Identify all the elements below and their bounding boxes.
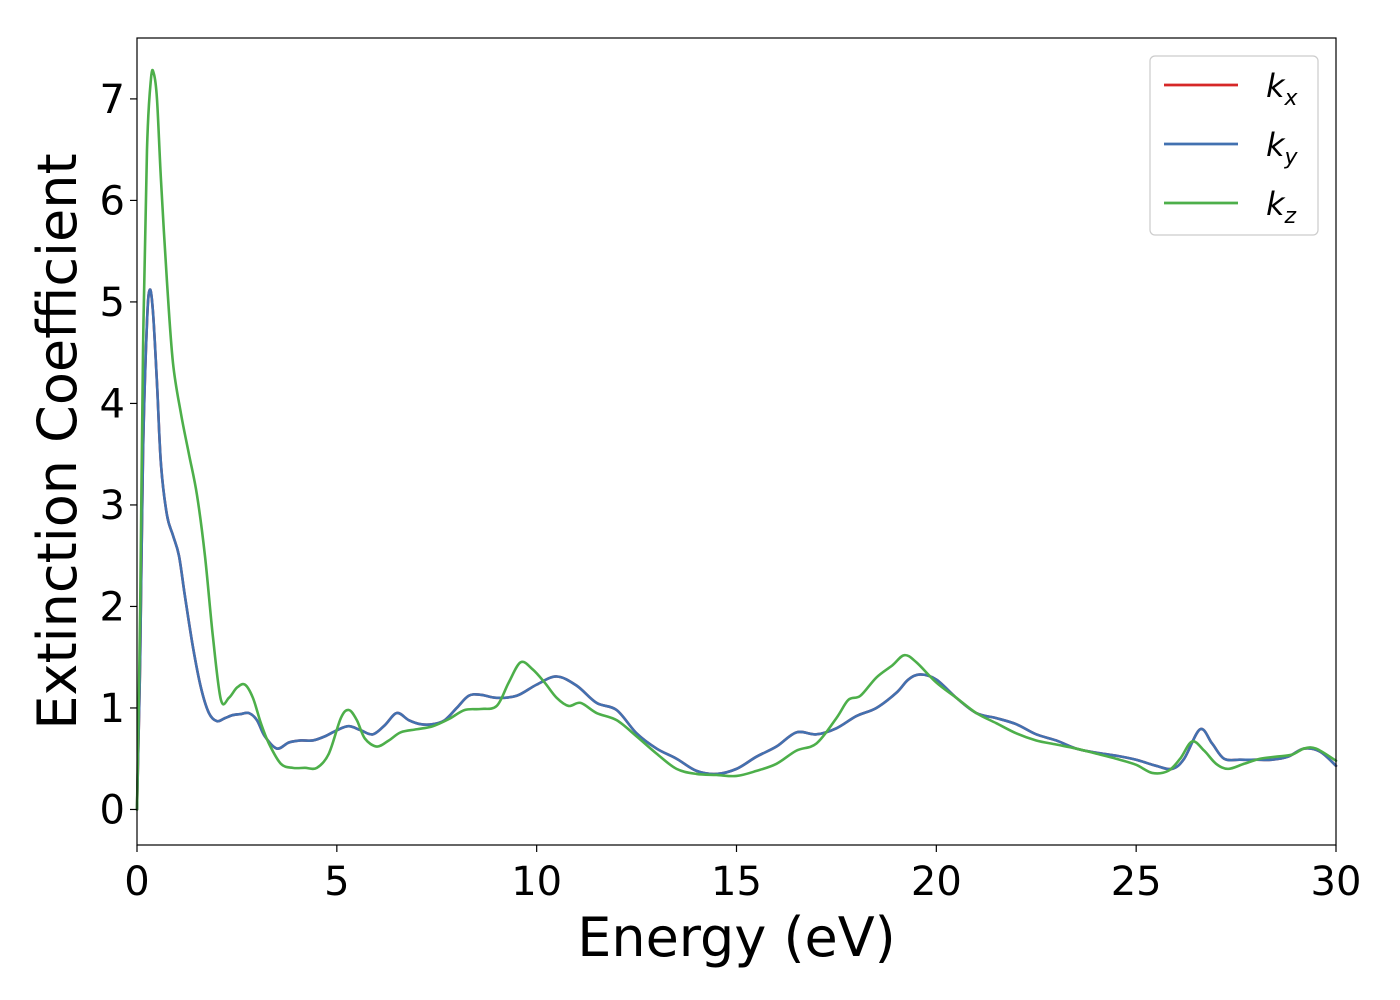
legend-label-base: k — [1266, 126, 1286, 164]
y-axis-title: Extinction Coefficient — [26, 153, 89, 729]
plot-background — [137, 38, 1336, 845]
x-tick-label: 5 — [324, 859, 349, 905]
series-layer — [135, 68, 1338, 811]
legend-label-x: kx — [1266, 67, 1299, 111]
y-axis-ticks: 0 1 2 3 4 5 6 7 — [100, 77, 137, 833]
y-tick-label: 5 — [100, 280, 125, 326]
legend-label-z: kz — [1266, 185, 1297, 229]
y-tick-label: 0 — [100, 787, 125, 833]
legend-label-subscript: y — [1284, 145, 1299, 170]
y-tick-label: 6 — [100, 178, 125, 224]
series-line-y — [135, 288, 1338, 811]
legend-label-subscript: x — [1284, 86, 1299, 111]
y-tick-label: 7 — [100, 77, 125, 123]
legend-label-y: ky — [1266, 126, 1299, 170]
x-tick-label: 30 — [1311, 859, 1362, 905]
y-tick-label: 2 — [100, 584, 125, 630]
x-tick-label: 20 — [911, 859, 962, 905]
series-line-z — [135, 68, 1338, 811]
x-tick-label: 10 — [511, 859, 562, 905]
x-axis-title: Energy (eV) — [577, 906, 896, 969]
y-tick-label: 4 — [100, 381, 125, 427]
x-tick-label: 25 — [1111, 859, 1162, 905]
legend-label-base: k — [1266, 185, 1286, 223]
x-tick-label: 15 — [711, 859, 762, 905]
x-axis-ticks: 0 5 10 15 20 25 30 — [124, 845, 1361, 905]
legend-frame — [1149, 55, 1319, 236]
y-tick-label: 1 — [100, 686, 125, 732]
legend-label-subscript: z — [1284, 204, 1297, 229]
y-tick-label: 3 — [100, 483, 125, 529]
legend-label-base: k — [1266, 67, 1286, 105]
x-tick-label: 0 — [124, 859, 149, 905]
